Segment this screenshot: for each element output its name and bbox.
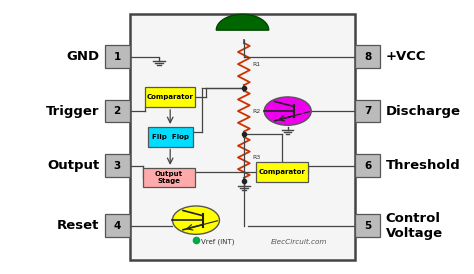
FancyBboxPatch shape <box>256 162 308 182</box>
Circle shape <box>173 206 219 234</box>
Text: 5: 5 <box>365 221 372 231</box>
Text: Reset: Reset <box>57 219 99 232</box>
Polygon shape <box>216 14 269 30</box>
Text: Threshold: Threshold <box>386 159 461 172</box>
FancyBboxPatch shape <box>105 215 129 237</box>
Text: ElecCircuit.com: ElecCircuit.com <box>271 239 327 245</box>
FancyBboxPatch shape <box>356 100 380 122</box>
Text: 1: 1 <box>113 52 121 62</box>
Text: R2: R2 <box>252 109 260 114</box>
Text: Output
Stage: Output Stage <box>155 171 183 184</box>
Text: +VCC: +VCC <box>386 50 426 63</box>
FancyBboxPatch shape <box>105 155 129 177</box>
Text: GND: GND <box>66 50 99 63</box>
Text: Comparator: Comparator <box>259 169 305 175</box>
Text: 7: 7 <box>364 106 372 116</box>
Text: Flip  Flop: Flip Flop <box>152 134 189 140</box>
Text: 4: 4 <box>113 221 121 231</box>
Text: R1: R1 <box>252 62 260 67</box>
FancyBboxPatch shape <box>146 87 195 107</box>
Circle shape <box>264 97 311 125</box>
Text: Trigger: Trigger <box>46 105 99 118</box>
Text: Control
Voltage: Control Voltage <box>386 212 443 239</box>
FancyBboxPatch shape <box>356 155 380 177</box>
Text: R3: R3 <box>252 155 260 160</box>
FancyBboxPatch shape <box>143 168 195 187</box>
Text: 3: 3 <box>113 161 121 171</box>
Text: 6: 6 <box>365 161 372 171</box>
FancyBboxPatch shape <box>129 14 356 260</box>
FancyBboxPatch shape <box>147 127 193 147</box>
FancyBboxPatch shape <box>105 45 129 68</box>
FancyBboxPatch shape <box>356 215 380 237</box>
Text: Discharge: Discharge <box>386 105 461 118</box>
Text: Comparator: Comparator <box>147 94 193 100</box>
Text: 8: 8 <box>365 52 372 62</box>
FancyBboxPatch shape <box>356 45 380 68</box>
FancyBboxPatch shape <box>105 100 129 122</box>
Text: Vref (INT): Vref (INT) <box>201 238 235 245</box>
Text: Output: Output <box>47 159 99 172</box>
Text: 2: 2 <box>113 106 121 116</box>
